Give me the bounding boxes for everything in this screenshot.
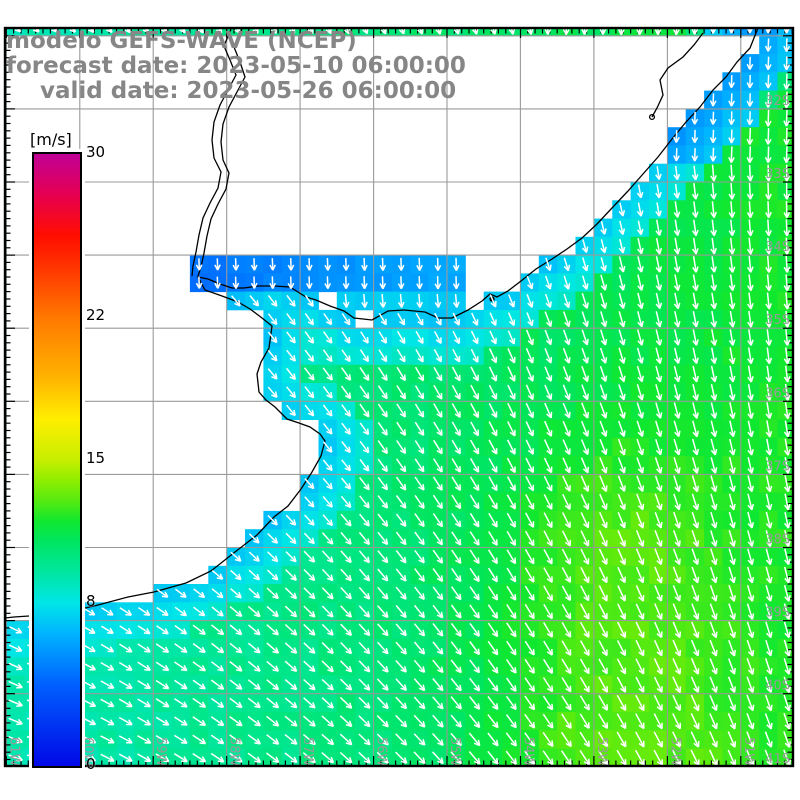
colorbar-tick-label: 8 [86,591,96,610]
river-line [191,29,237,277]
lagoon-line [651,32,704,118]
axis-ticks [5,29,793,765]
lon-tick-label: 53W [594,737,609,767]
lon-tick-label: 51W [741,737,756,767]
lat-tick-label: 33S [765,167,790,182]
river-line [197,29,246,277]
lat-tick-label: 39S [765,606,790,621]
lat-tick-label: 37S [765,459,790,474]
lat-tick-label: 40S [765,679,790,694]
grid-labels: 61W 60W 59W 58W 57W 56W 55W 54W 53W 52W 51W 32S 33S 3… [6,94,790,767]
lat-lon-grid [5,28,793,766]
colorbar-unit-label: [m/s] [30,130,72,149]
colorbar-tick-label: 30 [86,143,106,161]
lat-tick-label: 36S [765,386,790,401]
lat-tick-label: 35S [765,313,790,328]
lat-tick-label: 38S [765,533,790,548]
lon-tick-label: 57W [300,737,315,767]
valid-date-label: valid date: 2023-05-26 06:00:00 [40,78,457,104]
lat-tick-label: 32S [765,94,790,109]
colorbar-tick-label: 0 [86,755,96,773]
plot-title-block: modelo GEFS-WAVE (NCEP) forecast date: 2… [6,29,466,104]
colorbar-tick-labels: 30 22 15 8 0 [86,143,120,773]
lon-tick-label: 58W [227,737,242,767]
lagoon-dot [648,113,656,121]
lat-tick-label: 41S [765,752,790,767]
colorbar-tick-label: 22 [86,306,106,325]
map-frame [3,26,795,768]
forecast-date-label: forecast date: 2023-05-10 06:00:00 [6,53,466,79]
model-title: modelo GEFS-WAVE (NCEP) [6,28,357,54]
direction-arrows [8,29,792,765]
lon-tick-label: 52W [667,737,682,767]
lon-tick-label: 55W [447,737,462,767]
lon-tick-label: 54W [520,737,535,767]
lon-tick-label: 61W [6,737,21,767]
lon-tick-label: 56W [374,737,389,767]
colorbar [29,149,85,771]
lon-tick-label: 59W [153,737,168,767]
colorbar-tick-label: 15 [86,449,106,467]
lon-tick-label: 60W [80,737,95,767]
lat-tick-label: 34S [765,240,790,255]
